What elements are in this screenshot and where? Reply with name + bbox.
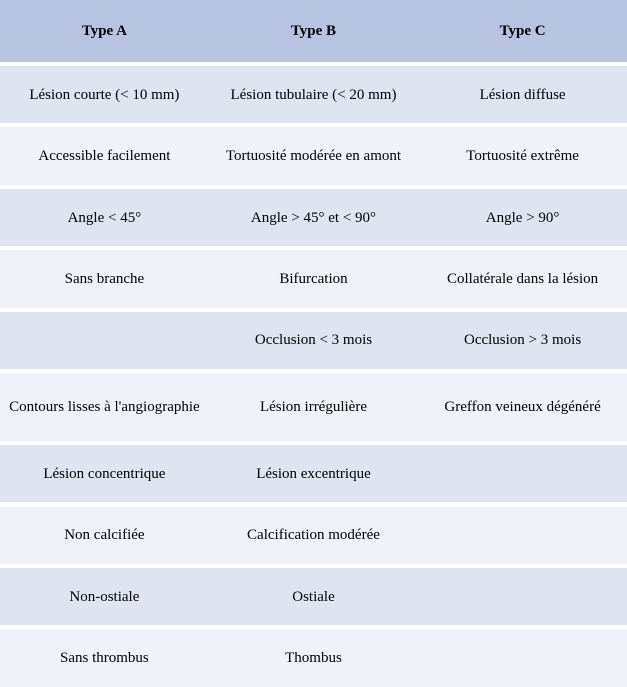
- cell: [418, 507, 627, 564]
- cell: Occlusion < 3 mois: [209, 312, 418, 369]
- cell: Lésion concentrique: [0, 445, 209, 502]
- table-row: Sans thrombus Thombus: [0, 629, 627, 687]
- cell: Thombus: [209, 629, 418, 687]
- table-row: Contours lisses à l'angiographie Lésion …: [0, 373, 627, 441]
- table-row: Lésion concentrique Lésion excentrique: [0, 445, 627, 502]
- col-header-b: Type B: [209, 0, 418, 62]
- cell: Collatérale dans la lésion: [418, 250, 627, 307]
- col-header-c: Type C: [418, 0, 627, 62]
- cell: Ostiale: [209, 568, 418, 625]
- table-row: Non calcifiée Calcification modérée: [0, 507, 627, 564]
- cell: Angle > 90°: [418, 189, 627, 246]
- table-row: Occlusion < 3 mois Occlusion > 3 mois: [0, 312, 627, 369]
- cell: Contours lisses à l'angiographie: [0, 373, 209, 441]
- cell: Tortuosité extrême: [418, 127, 627, 184]
- table-row: Sans branche Bifurcation Collatérale dan…: [0, 250, 627, 307]
- cell: Lésion diffuse: [418, 66, 627, 123]
- cell: Lésion irrégulière: [209, 373, 418, 441]
- cell: Non calcifiée: [0, 507, 209, 564]
- cell: Calcification modérée: [209, 507, 418, 564]
- table-row: Lésion courte (< 10 mm) Lésion tubulaire…: [0, 66, 627, 123]
- cell: Greffon veineux dégénéré: [418, 373, 627, 441]
- cell: Sans thrombus: [0, 629, 209, 687]
- table-row: Angle < 45° Angle > 45° et < 90° Angle >…: [0, 189, 627, 246]
- table-row: Non-ostiale Ostiale: [0, 568, 627, 625]
- table: Type A Type B Type C Lésion courte (< 10…: [0, 0, 627, 687]
- cell: Accessible facilement: [0, 127, 209, 184]
- cell: Bifurcation: [209, 250, 418, 307]
- cell: Non-ostiale: [0, 568, 209, 625]
- cell: Tortuosité modérée en amont: [209, 127, 418, 184]
- cell: [418, 568, 627, 625]
- table-header-row: Type A Type B Type C: [0, 0, 627, 62]
- table-row: Accessible facilement Tortuosité modérée…: [0, 127, 627, 184]
- cell: Lésion tubulaire (< 20 mm): [209, 66, 418, 123]
- cell: [0, 312, 209, 369]
- cell: Lésion courte (< 10 mm): [0, 66, 209, 123]
- cell: Angle < 45°: [0, 189, 209, 246]
- cell: Sans branche: [0, 250, 209, 307]
- cell: Angle > 45° et < 90°: [209, 189, 418, 246]
- cell: Occlusion > 3 mois: [418, 312, 627, 369]
- lesion-classification-table: Type A Type B Type C Lésion courte (< 10…: [0, 0, 627, 687]
- cell: [418, 445, 627, 502]
- col-header-a: Type A: [0, 0, 209, 62]
- cell: [418, 629, 627, 687]
- cell: Lésion excentrique: [209, 445, 418, 502]
